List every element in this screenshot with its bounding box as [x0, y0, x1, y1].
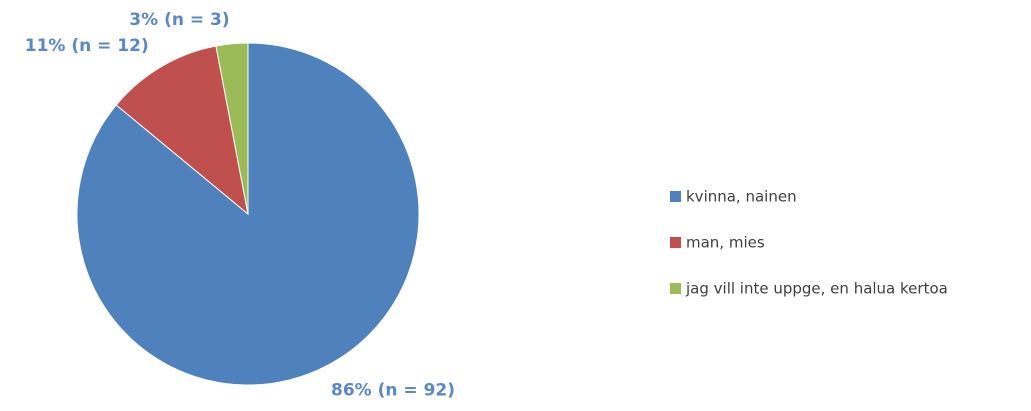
value-label: 86% (n = 92) [331, 380, 455, 400]
legend-swatch [670, 191, 681, 202]
legend-swatch [670, 283, 681, 294]
legend-swatch [670, 237, 681, 248]
legend-label: man, mies [686, 234, 765, 252]
value-label: 11% (n = 12) [25, 36, 149, 56]
pie-slice [76, 42, 420, 386]
pie-slice [115, 45, 249, 216]
legend-label: jag vill inte uppge, en halua kertoa [685, 280, 948, 298]
legend-label: kvinna, nainen [686, 188, 797, 206]
value-label: 3% (n = 3) [129, 10, 229, 30]
pie-slice [215, 42, 249, 215]
